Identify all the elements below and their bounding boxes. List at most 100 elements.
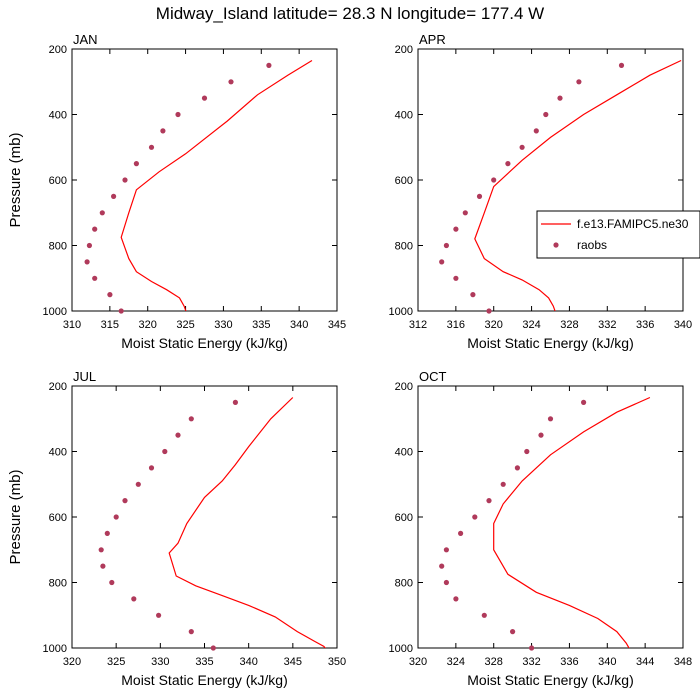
x-tick-label: 325 <box>176 319 194 331</box>
raobs-point <box>122 498 128 504</box>
x-axis-label: Moist Static Energy (kJ/kg) <box>467 672 634 688</box>
model-profile-line <box>474 59 682 311</box>
y-tick-label: 200 <box>395 44 413 56</box>
raobs-point <box>538 432 544 438</box>
model-profile-line <box>120 59 313 311</box>
legend-point-swatch <box>553 242 559 248</box>
plot-frame <box>417 48 684 312</box>
x-tick-label: 328 <box>560 319 578 331</box>
legend-obs-label: raobs <box>577 238 607 252</box>
x-tick-label: 340 <box>239 656 257 668</box>
raobs-point <box>92 226 98 232</box>
x-tick-label: 320 <box>63 656 81 668</box>
x-axis-label: Moist Static Energy (kJ/kg) <box>121 672 288 688</box>
raobs-point <box>148 144 155 150</box>
raobs-point <box>470 292 476 298</box>
figure-title: Midway_Island latitude= 28.3 N longitude… <box>155 4 545 23</box>
raobs-point <box>476 193 483 199</box>
raobs-point <box>509 629 516 635</box>
x-tick-label: 312 <box>409 319 427 331</box>
raobs-point <box>453 275 459 281</box>
x-axis-label: Moist Static Energy (kJ/kg) <box>121 335 288 351</box>
y-tick-label: 400 <box>49 110 67 122</box>
x-tick-label: 310 <box>63 319 81 331</box>
raobs-point <box>524 448 530 455</box>
y-tick-label: 800 <box>49 241 67 253</box>
x-tick-label: 344 <box>636 656 654 668</box>
x-tick-label: 345 <box>284 656 302 668</box>
y-tick-label: 800 <box>395 578 413 590</box>
raobs-point <box>439 259 445 265</box>
raobs-point <box>135 481 141 487</box>
x-tick-label: 348 <box>674 656 692 668</box>
x-tick-label: 324 <box>522 319 540 331</box>
x-tick-label: 336 <box>560 656 578 668</box>
raobs-point <box>557 95 563 101</box>
x-tick-label: 350 <box>328 656 346 668</box>
raobs-point <box>500 481 506 487</box>
x-tick-label: 340 <box>290 319 308 331</box>
raobs-point <box>104 530 110 537</box>
raobs-point <box>519 144 525 150</box>
raobs-point <box>453 596 459 602</box>
raobs-point <box>107 292 113 298</box>
raobs-point <box>618 62 625 68</box>
x-tick-label: 330 <box>214 319 232 331</box>
raobs-point <box>188 416 194 422</box>
raobs-point <box>443 547 449 553</box>
plot-frame <box>71 385 338 649</box>
raobs-point <box>113 514 119 520</box>
raobs-point <box>481 612 487 618</box>
y-tick-label: 400 <box>395 447 413 459</box>
y-tick-label: 400 <box>49 447 67 459</box>
raobs-point <box>148 465 155 471</box>
raobs-point <box>505 161 511 167</box>
raobs-point <box>156 612 162 618</box>
panel-jan: 310 315 320 325 330 335 340 345 200 400 600 800 1000… <box>7 32 346 351</box>
raobs-point <box>581 399 587 405</box>
raobs-point <box>109 579 115 586</box>
x-tick-label: 328 <box>485 656 503 668</box>
y-tick-label: 200 <box>49 381 67 393</box>
x-tick-label: 325 <box>107 656 125 668</box>
y-tick-label: 1000 <box>43 643 67 655</box>
raobs-point <box>84 259 90 265</box>
raobs-point <box>98 547 104 553</box>
raobs-point <box>453 226 459 232</box>
raobs-point <box>232 399 238 405</box>
legend: f.e13.FAMIPC5.ne30 raobs <box>536 210 700 259</box>
raobs-point <box>111 193 117 199</box>
y-axis-label: Pressure (mb) <box>7 132 24 227</box>
raobs-point <box>122 177 128 183</box>
raobs-point <box>133 161 139 167</box>
raobs-point <box>458 530 464 537</box>
raobs-point <box>92 275 98 281</box>
x-tick-label: 335 <box>252 319 270 331</box>
raobs-point <box>543 111 549 118</box>
model-profile-line <box>493 396 651 648</box>
panel-title: OCT <box>419 369 447 384</box>
raobs-point <box>118 308 124 314</box>
y-tick-label: 800 <box>395 241 413 253</box>
raobs-point <box>162 448 168 455</box>
raobs-point <box>210 645 216 651</box>
x-tick-label: 345 <box>328 319 346 331</box>
x-tick-label: 332 <box>522 656 540 668</box>
panel-title: JAN <box>73 32 98 47</box>
raobs-point <box>514 465 521 471</box>
x-tick-label: 315 <box>101 319 119 331</box>
y-tick-label: 200 <box>395 381 413 393</box>
raobs-point <box>472 514 478 520</box>
y-tick-label: 200 <box>49 44 67 56</box>
y-tick-label: 600 <box>395 175 413 187</box>
raobs-point <box>547 416 554 422</box>
raobs-point <box>486 498 492 504</box>
raobs-point <box>576 79 582 85</box>
y-tick-label: 600 <box>49 175 67 187</box>
raobs-point <box>201 95 208 101</box>
raobs-point <box>99 210 105 216</box>
raobs-point <box>160 128 166 134</box>
plot-frame <box>71 48 338 312</box>
raobs-point <box>175 111 181 118</box>
raobs-point <box>443 579 449 586</box>
